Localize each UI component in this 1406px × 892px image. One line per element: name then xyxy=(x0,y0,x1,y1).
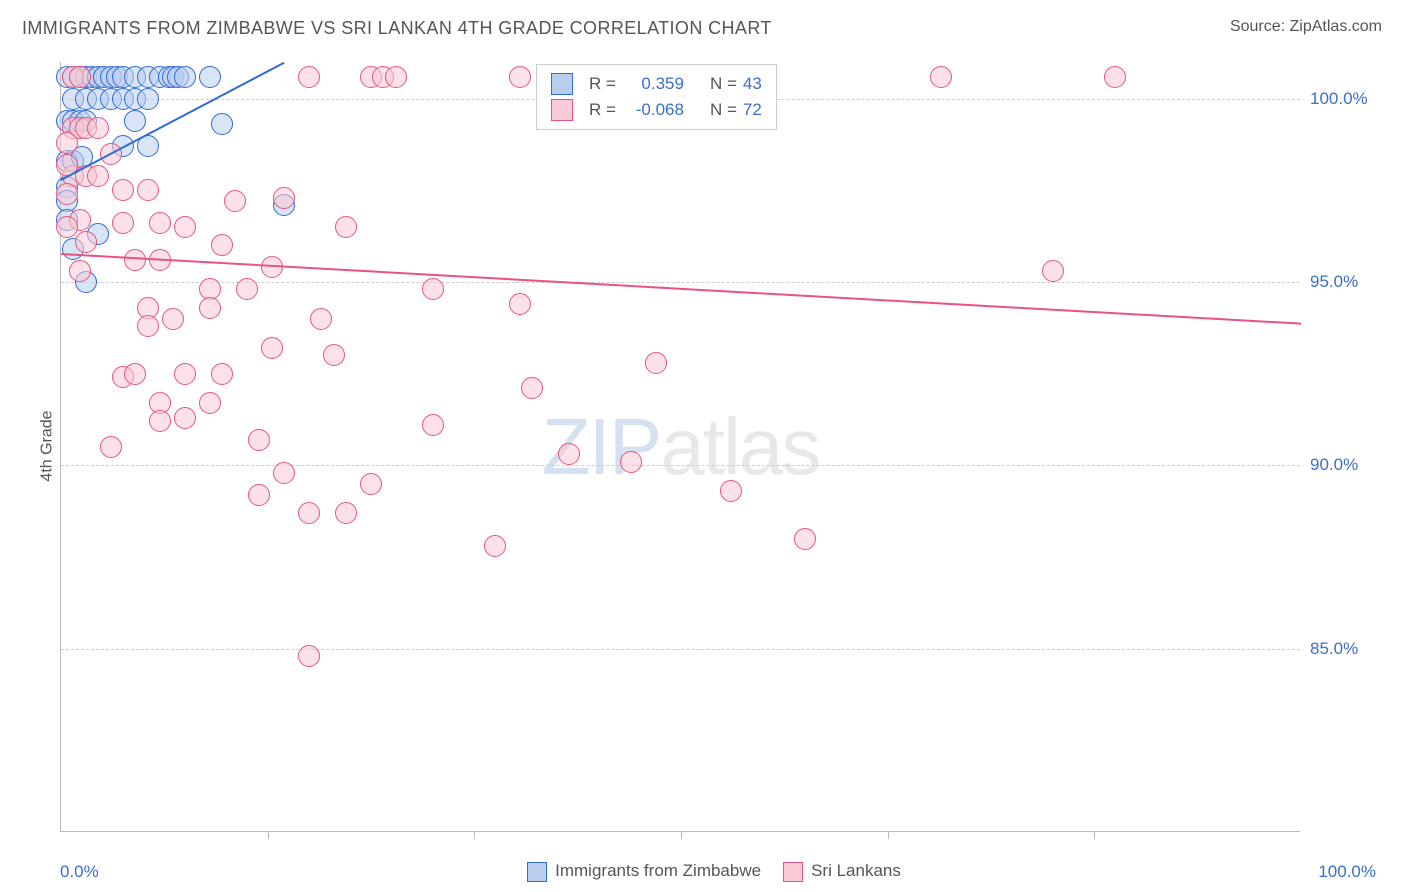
data-point xyxy=(56,132,78,154)
y-tick-label: 100.0% xyxy=(1310,89,1380,109)
data-point xyxy=(56,216,78,238)
data-point xyxy=(794,528,816,550)
source-attribution: Source: ZipAtlas.com xyxy=(1230,18,1382,36)
data-point xyxy=(199,297,221,319)
data-point xyxy=(509,66,531,88)
y-tick-label: 95.0% xyxy=(1310,272,1380,292)
legend-n-value: 72 xyxy=(743,100,762,120)
legend-n-value: 43 xyxy=(743,74,762,94)
data-point xyxy=(137,315,159,337)
x-tick xyxy=(681,831,682,839)
data-point xyxy=(137,179,159,201)
data-point xyxy=(298,66,320,88)
y-tick-label: 85.0% xyxy=(1310,639,1380,659)
data-point xyxy=(558,443,580,465)
data-point xyxy=(174,363,196,385)
x-tick xyxy=(888,831,889,839)
legend-n-label: N = xyxy=(710,74,737,94)
legend-swatch xyxy=(551,73,573,95)
data-point xyxy=(620,451,642,473)
legend-r-value: -0.068 xyxy=(622,100,684,120)
data-point xyxy=(100,436,122,458)
data-point xyxy=(112,179,134,201)
data-point xyxy=(69,66,91,88)
data-point xyxy=(162,308,184,330)
y-tick-label: 90.0% xyxy=(1310,455,1380,475)
legend-n-label: N = xyxy=(710,100,737,120)
data-point xyxy=(422,278,444,300)
data-point xyxy=(69,260,91,282)
legend-series-label: Sri Lankans xyxy=(811,861,901,880)
data-point xyxy=(137,88,159,110)
legend-swatch xyxy=(527,862,547,882)
data-point xyxy=(1104,66,1126,88)
chart-title: IMMIGRANTS FROM ZIMBABWE VS SRI LANKAN 4… xyxy=(22,18,772,39)
data-point xyxy=(509,293,531,315)
correlation-legend: R = 0.359 N = 43 R = -0.068 N = 72 xyxy=(536,64,777,130)
data-point xyxy=(149,410,171,432)
data-point xyxy=(199,392,221,414)
data-point xyxy=(261,337,283,359)
legend-swatch xyxy=(551,99,573,121)
y-axis-title: 4th Grade xyxy=(39,410,57,481)
data-point xyxy=(248,484,270,506)
data-point xyxy=(335,502,357,524)
data-point xyxy=(1042,260,1064,282)
data-point xyxy=(422,414,444,436)
x-tick xyxy=(1094,831,1095,839)
data-point xyxy=(75,231,97,253)
data-point xyxy=(310,308,332,330)
data-point xyxy=(720,480,742,502)
data-point xyxy=(298,502,320,524)
data-point xyxy=(174,216,196,238)
data-point xyxy=(273,187,295,209)
data-point xyxy=(484,535,506,557)
data-point xyxy=(87,165,109,187)
x-tick xyxy=(474,831,475,839)
legend-r-label: R = xyxy=(589,74,616,94)
gridline xyxy=(61,649,1300,650)
data-point xyxy=(56,183,78,205)
data-point xyxy=(174,66,196,88)
data-point xyxy=(149,212,171,234)
legend-r-label: R = xyxy=(589,100,616,120)
data-point xyxy=(323,344,345,366)
data-point xyxy=(360,473,382,495)
data-point xyxy=(236,278,258,300)
data-point xyxy=(211,113,233,135)
data-point xyxy=(174,407,196,429)
data-point xyxy=(273,462,295,484)
x-tick xyxy=(268,831,269,839)
data-point xyxy=(930,66,952,88)
legend-swatch xyxy=(783,862,803,882)
data-point xyxy=(521,377,543,399)
data-point xyxy=(112,212,134,234)
data-point xyxy=(645,352,667,374)
data-point xyxy=(211,234,233,256)
data-point xyxy=(224,190,246,212)
gridline xyxy=(61,465,1300,466)
plot-area: ZIPatlas 85.0%90.0%95.0%100.0%R =0.359N … xyxy=(60,62,1300,832)
watermark: ZIPatlas xyxy=(542,401,819,493)
data-point xyxy=(124,249,146,271)
data-point xyxy=(385,66,407,88)
legend-series-label: Immigrants from Zimbabwe xyxy=(555,861,761,880)
data-point xyxy=(248,429,270,451)
data-point xyxy=(124,363,146,385)
data-point xyxy=(335,216,357,238)
data-point xyxy=(298,645,320,667)
data-point xyxy=(199,66,221,88)
legend-r-value: 0.359 xyxy=(622,74,684,94)
data-point xyxy=(87,117,109,139)
bottom-legend: Immigrants from Zimbabwe Sri Lankans xyxy=(0,861,1406,882)
data-point xyxy=(124,110,146,132)
data-point xyxy=(211,363,233,385)
